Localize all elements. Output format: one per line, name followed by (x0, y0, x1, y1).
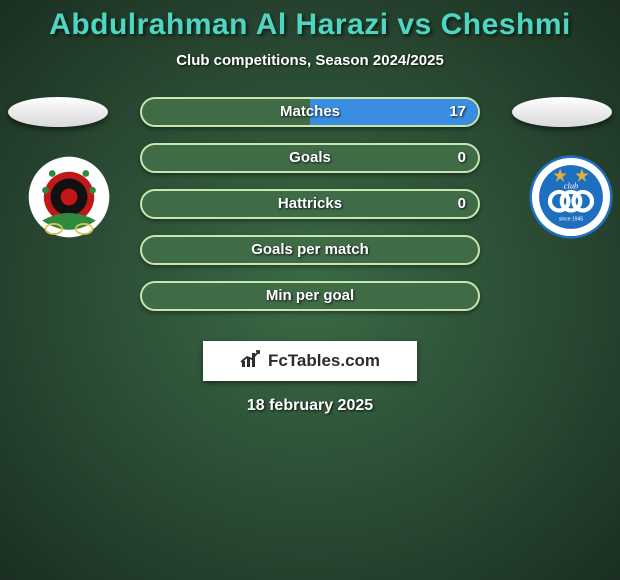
fctables-logo-text: FcTables.com (268, 351, 380, 371)
comparison-subtitle: Club competitions, Season 2024/2025 (0, 52, 620, 69)
club-left-badge (20, 155, 118, 239)
stat-label: Goals per match (142, 237, 478, 263)
comparison-body: club since 1945 Matches17Goals0Hattricks… (0, 97, 620, 327)
stat-label: Min per goal (142, 283, 478, 309)
comparison-date: 18 february 2025 (0, 397, 620, 415)
player-left-disc (8, 97, 108, 127)
stat-row: Goals per match (140, 235, 480, 265)
stat-label: Hattricks (142, 191, 478, 217)
chart-icon (240, 349, 262, 374)
stat-value-right: 0 (446, 191, 478, 217)
stat-row: Hattricks0 (140, 189, 480, 219)
svg-text:club: club (564, 182, 578, 191)
player-right-disc (512, 97, 612, 127)
stats-bars: Matches17Goals0Hattricks0Goals per match… (140, 97, 480, 327)
stat-label: Goals (142, 145, 478, 171)
comparison-title: Abdulrahman Al Harazi vs Cheshmi (0, 0, 620, 42)
club-right-badge: club since 1945 (522, 155, 620, 239)
stat-value-right: 17 (437, 99, 478, 125)
stat-label: Matches (142, 99, 478, 125)
stat-value-right: 0 (446, 145, 478, 171)
stat-row: Goals0 (140, 143, 480, 173)
stat-row: Min per goal (140, 281, 480, 311)
svg-text:since 1945: since 1945 (559, 217, 584, 223)
fctables-logo[interactable]: FcTables.com (203, 341, 417, 381)
stat-row: Matches17 (140, 97, 480, 127)
